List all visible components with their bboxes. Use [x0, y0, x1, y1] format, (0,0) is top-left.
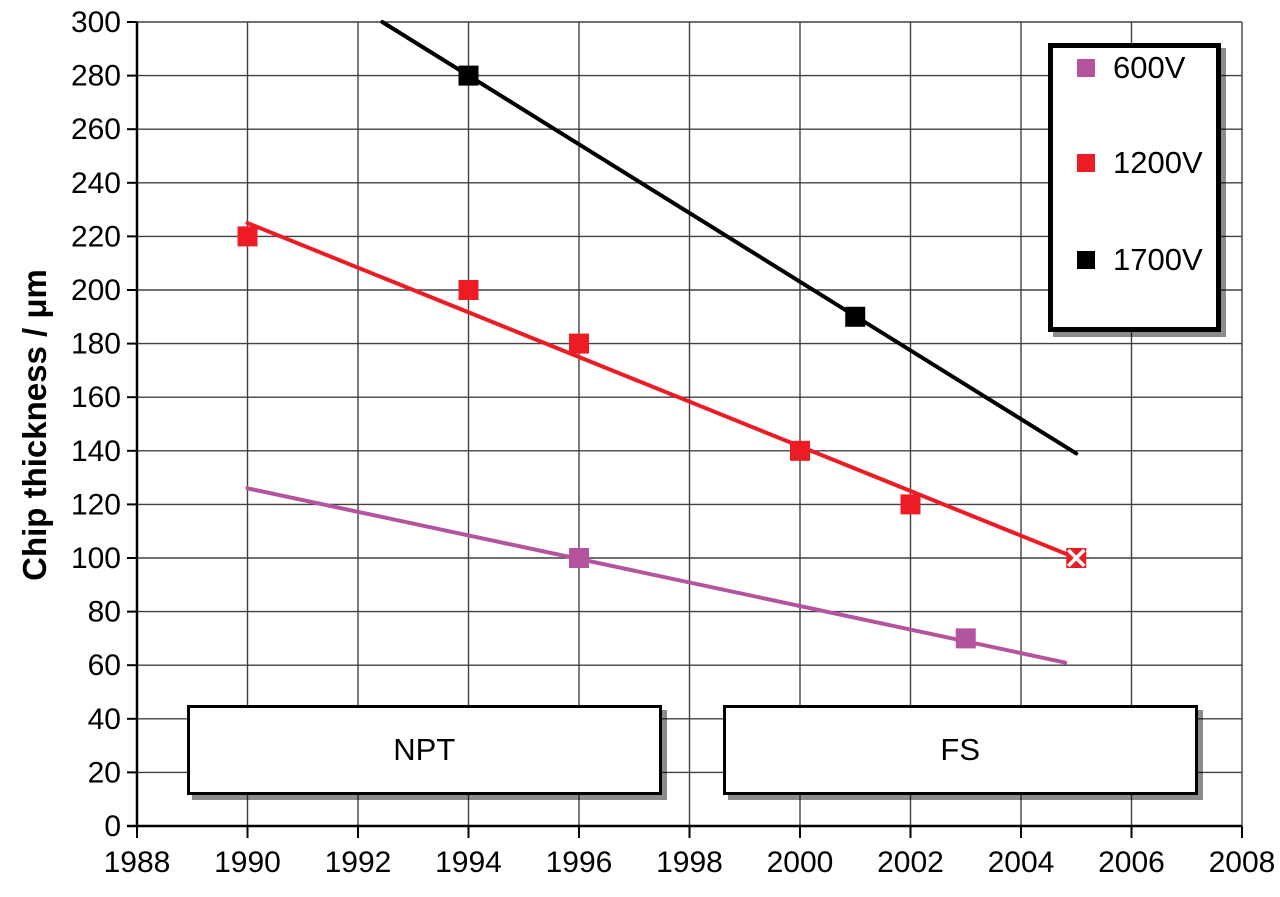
x-tick-label-1988: 1988	[104, 846, 171, 879]
marker-600V-2003	[955, 628, 976, 649]
y-tick-label-280: 280	[71, 60, 121, 93]
y-tick-label-200: 200	[71, 274, 121, 307]
legend-label-1200v: 1200V	[1113, 145, 1203, 180]
y-tick-label-140: 140	[71, 435, 121, 468]
x-tick-label-2006: 2006	[1098, 846, 1165, 879]
marker-1200V-1996	[569, 333, 589, 354]
legend: 600V 1200V 1700V	[1048, 43, 1221, 332]
x-tick-label-1990: 1990	[214, 846, 281, 879]
y-tick-label-240: 240	[71, 167, 121, 200]
y-tick-label-220: 220	[71, 220, 121, 253]
y-tick-label-260: 260	[71, 113, 121, 146]
y-tick-label-160: 160	[71, 381, 121, 414]
marker-1200V-2002	[900, 494, 921, 515]
y-tick-label-40: 40	[88, 703, 121, 736]
trend-line-600V	[245, 486, 1068, 665]
y-tick-label-100: 100	[71, 542, 121, 575]
fs-region-label: FS	[940, 732, 981, 768]
x-tick-label-1996: 1996	[546, 846, 613, 879]
marker-1700V-1994	[458, 65, 479, 86]
marker-1200V-1990	[237, 226, 258, 247]
legend-label-1700v: 1700V	[1113, 242, 1203, 277]
y-tick-label-300: 300	[71, 6, 121, 39]
x-tick-label-1992: 1992	[325, 846, 392, 879]
y-tick-label-180: 180	[71, 328, 121, 361]
y-tick-label-60: 60	[88, 649, 121, 682]
x-tick-label-2008: 2008	[1209, 846, 1276, 879]
legend-item-1700v: 1700V	[1077, 240, 1203, 280]
legend-swatch-1200v-icon	[1077, 154, 1095, 172]
marker-1200V-1994	[458, 280, 479, 300]
x-tick-label-2000: 2000	[767, 846, 834, 879]
trend-line-1700V	[380, 20, 1079, 456]
npt-region-label: NPT	[393, 732, 456, 768]
y-tick-label-0: 0	[104, 810, 121, 843]
legend-item-1200v: 1200V	[1077, 143, 1203, 183]
x-tick-label-1994: 1994	[435, 846, 502, 879]
y-tick-label-80: 80	[88, 596, 121, 629]
x-tick-label-2002: 2002	[877, 846, 944, 879]
fs-region-box: FS	[722, 705, 1198, 796]
x-tick-label-1998: 1998	[656, 846, 723, 879]
marker-1700V-2001	[845, 306, 866, 327]
marker-600V-1996	[569, 548, 589, 568]
legend-item-600v: 600V	[1077, 48, 1185, 88]
legend-swatch-600v-icon	[1077, 59, 1095, 77]
npt-region-box: NPT	[186, 705, 662, 796]
y-tick-label-120: 120	[71, 488, 121, 521]
x-tick-label-2004: 2004	[988, 846, 1055, 879]
y-tick-label-20: 20	[88, 756, 121, 789]
legend-swatch-1700v-icon	[1077, 251, 1095, 269]
marker-1200V-2000	[790, 440, 810, 461]
trend-line-1200V	[245, 221, 1079, 560]
marker-cross-stroke-2-1200V-2005	[1067, 548, 1086, 568]
legend-label-600v: 600V	[1113, 50, 1186, 85]
